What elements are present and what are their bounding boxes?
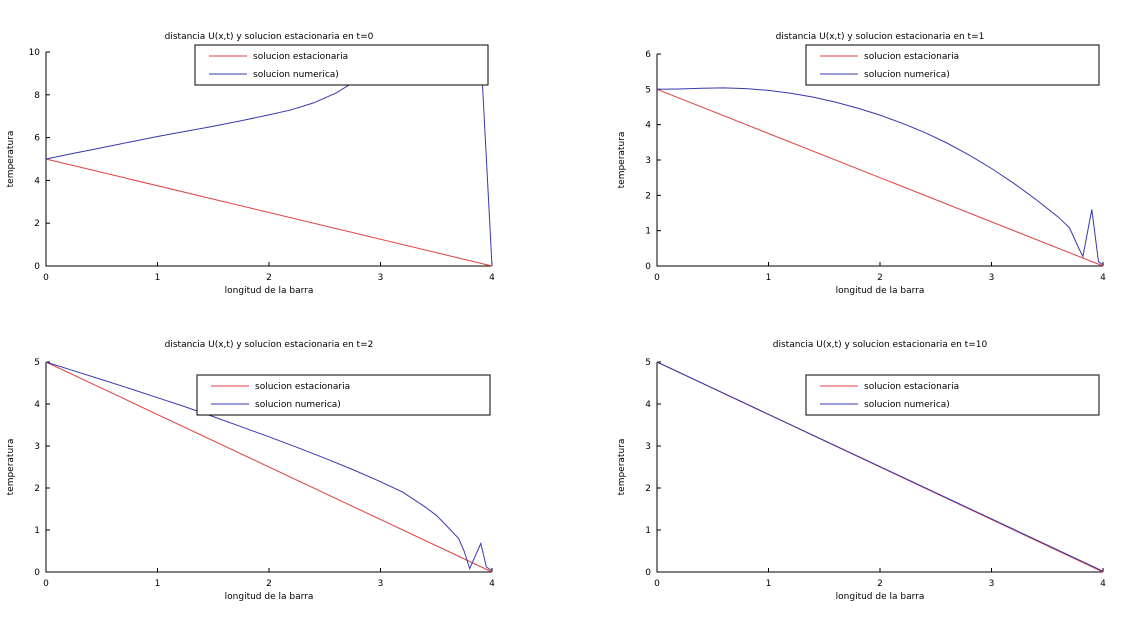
x-tick-label: 4 (1100, 273, 1106, 283)
x-tick-label: 3 (378, 273, 384, 283)
legend-label: solucion estacionaria (864, 52, 959, 62)
series-line-numerica (656, 361, 1104, 572)
plot-title: distancia U(x,t) y solucion estacionaria… (165, 340, 374, 350)
y-tick-label: 0 (645, 262, 651, 272)
y-tick-label: 6 (645, 50, 651, 60)
x-tick-label: 3 (989, 273, 995, 283)
y-tick-label: 8 (34, 91, 40, 101)
legend-label: solucion numerica) (255, 400, 341, 410)
x-tick-label: 2 (266, 273, 272, 283)
series-line-estacionaria (45, 158, 493, 267)
legend-box (194, 44, 489, 86)
legend-box (196, 374, 491, 416)
x-tick-label: 0 (43, 579, 49, 589)
y-axis-label: temperatura (6, 131, 16, 188)
x-tick-label: 1 (155, 273, 161, 283)
y-tick-label: 5 (645, 358, 651, 368)
series-line-estacionaria (45, 361, 493, 573)
x-tick-label: 1 (155, 579, 161, 589)
y-tick-label: 2 (34, 219, 40, 229)
legend-label: solucion numerica) (864, 70, 950, 80)
y-tick-label: 3 (645, 442, 651, 452)
y-tick-label: 0 (645, 568, 651, 578)
legend: solucion estacionaria solucion numerica) (805, 374, 1100, 416)
y-tick-label: 0 (34, 262, 40, 272)
legend-label: solucion estacionaria (255, 382, 350, 392)
legend: solucion estacionaria solucion numerica) (196, 374, 491, 416)
x-tick-label: 0 (654, 273, 660, 283)
y-tick-label: 1 (645, 227, 651, 237)
legend-label: solucion estacionaria (253, 52, 348, 62)
y-tick-label: 10 (29, 48, 41, 58)
x-tick-label: 1 (766, 579, 772, 589)
x-tick-label: 3 (989, 579, 995, 589)
x-tick-label: 4 (489, 579, 495, 589)
plot-t0: 0 1 2 3 4 0 2 4 6 8 10 distancia U(x,t) y solucion … (6, 32, 495, 296)
y-tick-label: 2 (645, 484, 651, 494)
y-tick-label: 2 (645, 191, 651, 201)
series-line-numerica (656, 87, 1104, 266)
legend: solucion estacionaria solucion numerica) (194, 44, 489, 86)
y-axis-label: temperatura (6, 439, 16, 496)
y-axis-label: temperatura (617, 132, 627, 189)
y-tick-label: 4 (645, 121, 651, 131)
y-tick-label: 5 (645, 85, 651, 95)
y-tick-label: 5 (34, 358, 40, 368)
x-tick-label: 0 (43, 273, 49, 283)
x-tick-label: 2 (877, 579, 883, 589)
x-tick-label: 0 (654, 579, 660, 589)
legend-label: solucion numerica) (864, 400, 950, 410)
y-tick-label: 4 (645, 400, 651, 410)
y-tick-label: 3 (34, 442, 40, 452)
series-line-numerica (45, 361, 493, 572)
x-axis-label: longitud de la barra (225, 592, 314, 602)
x-tick-label: 4 (1100, 579, 1106, 589)
y-axis-label: temperatura (617, 439, 627, 496)
y-tick-label: 3 (645, 156, 651, 166)
plot-title: distancia U(x,t) y solucion estacionaria… (773, 340, 988, 350)
x-tick-label: 2 (266, 579, 272, 589)
y-tick-label: 4 (34, 400, 40, 410)
legend-label: solucion numerica) (253, 70, 339, 80)
x-tick-label: 4 (489, 273, 495, 283)
x-tick-label: 2 (877, 273, 883, 283)
x-axis-label: longitud de la barra (836, 592, 925, 602)
plot-title: distancia U(x,t) y solucion estacionaria… (776, 32, 985, 42)
axes-lines (656, 54, 1103, 267)
legend-box (805, 374, 1100, 416)
y-tick-label: 0 (34, 568, 40, 578)
x-tick-label: 3 (378, 579, 384, 589)
y-tick-label: 2 (34, 484, 40, 494)
y-tick-label: 4 (34, 176, 40, 186)
plot-t1: 0 1 2 3 4 0 1 2 3 4 5 6 distancia U(x,t) y solucion … (617, 32, 1106, 296)
y-tick-label: 6 (34, 134, 40, 144)
y-tick-label: 1 (645, 526, 651, 536)
x-tick-label: 1 (766, 273, 772, 283)
series-line-estacionaria (656, 88, 1104, 267)
legend-box (805, 44, 1100, 86)
legend: solucion estacionaria solucion numerica) (805, 44, 1100, 86)
plot-title: distancia U(x,t) y solucion estacionaria… (165, 32, 374, 42)
legend-label: solucion estacionaria (864, 382, 959, 392)
x-axis-label: longitud de la barra (225, 286, 314, 296)
plot-t2: 0 1 2 3 4 0 1 2 3 4 5 distancia U(x,t) y solucion e… (6, 340, 495, 602)
plot-t10: 0 1 2 3 4 0 1 2 3 4 5 distancia U(x,t) y solucion e… (617, 340, 1106, 602)
x-axis-label: longitud de la barra (836, 286, 925, 296)
y-tick-label: 1 (34, 526, 40, 536)
